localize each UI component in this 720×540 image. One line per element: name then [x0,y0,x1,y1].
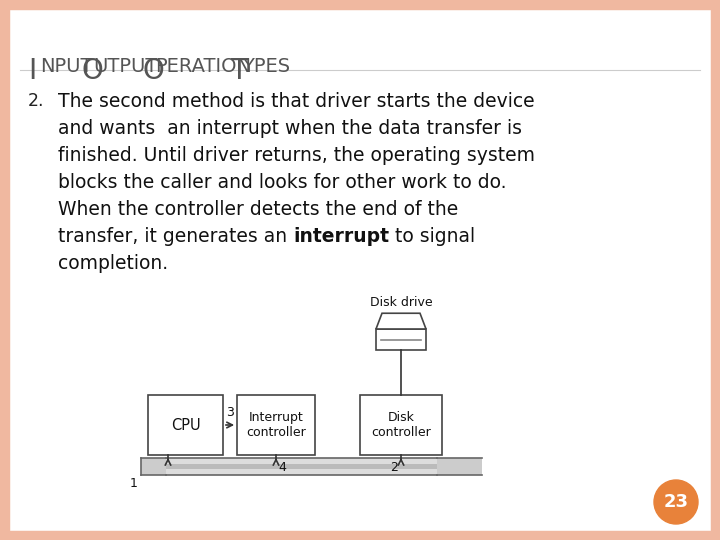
Text: I: I [28,57,36,85]
Text: to signal: to signal [389,227,475,246]
Text: The second method is that driver starts the device: The second method is that driver starts … [58,92,535,111]
Text: finished. Until driver returns, the operating system: finished. Until driver returns, the oper… [58,146,535,165]
Text: T: T [230,57,247,85]
Text: Disk drive: Disk drive [369,296,432,309]
Text: 23: 23 [664,493,688,511]
Text: and wants  an interrupt when the data transfer is: and wants an interrupt when the data tra… [58,119,522,138]
Text: blocks the caller and looks for other work to do.: blocks the caller and looks for other wo… [58,173,506,192]
Text: NPUT: NPUT [40,57,92,76]
Text: CPU: CPU [171,417,200,433]
Text: PERATION: PERATION [155,57,251,76]
Text: transfer, it generates an: transfer, it generates an [58,227,293,246]
Circle shape [654,480,698,524]
Text: UTPUT: UTPUT [94,57,158,76]
Text: YPES: YPES [242,57,290,76]
Bar [141,458,166,475]
Bar [237,395,315,455]
Polygon shape [376,313,426,329]
Text: 1: 1 [130,477,138,490]
Text: 4: 4 [278,461,286,474]
Text: 2.: 2. [28,92,45,110]
Text: 2: 2 [390,461,398,474]
Text: When the controller detects the end of the: When the controller detects the end of t… [58,200,458,219]
Bar [376,329,426,350]
Text: O: O [81,57,103,85]
Bar [166,469,437,475]
Text: 3: 3 [226,407,234,420]
Text: O: O [143,57,165,85]
Text: Interrupt
controller: Interrupt controller [246,411,306,439]
Text: interrupt: interrupt [293,227,389,246]
Bar [437,458,482,475]
Bar [360,395,442,455]
Bar [166,458,437,464]
Bar [148,395,223,455]
Text: Disk
controller: Disk controller [371,411,431,439]
Bar [166,464,437,469]
Text: completion.: completion. [58,254,168,273]
